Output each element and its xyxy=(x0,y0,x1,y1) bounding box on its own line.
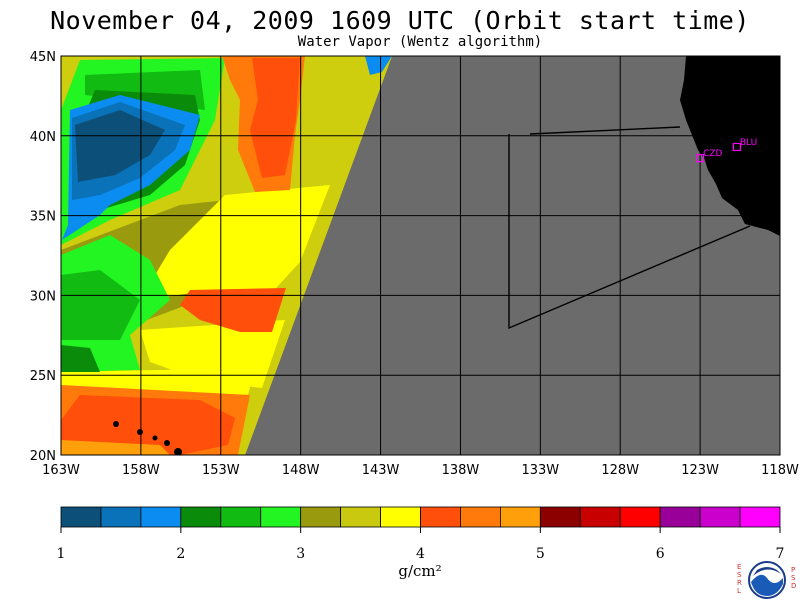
latitude-label: 45N xyxy=(30,50,56,65)
logo-letters-left: E S R L xyxy=(737,563,742,595)
latitude-labels: 45N 40N 35N 30N 25N 20N xyxy=(30,50,56,464)
colorbar-tick-label: 4 xyxy=(416,546,425,562)
colorbar-swatch xyxy=(420,506,461,528)
longitude-label: 138W xyxy=(442,463,480,478)
longitude-label: 128W xyxy=(601,463,639,478)
colorbar-swatch xyxy=(300,506,342,528)
land-mass xyxy=(680,56,780,236)
map-frame xyxy=(60,55,781,456)
station-label: CZD xyxy=(703,149,722,159)
logo-letters-right: P S D xyxy=(791,566,797,590)
longitude-labels: 163W 158W 153W 148W 143W 138W 133W 128W 123W 118W xyxy=(42,463,799,478)
longitude-label: 153W xyxy=(202,463,240,478)
colorbar xyxy=(60,506,781,528)
colorbar-tick-label: 7 xyxy=(776,546,785,562)
colorbar-swatch xyxy=(579,506,621,528)
colorbar-tick-label: 3 xyxy=(296,546,305,562)
region-outline xyxy=(529,126,681,135)
colorbar-swatch xyxy=(539,506,581,528)
colorbar-swatch xyxy=(180,506,222,528)
station-marker xyxy=(732,142,741,152)
station-marker xyxy=(696,154,705,163)
longitude-label: 148W xyxy=(282,463,320,478)
longitude-label: 123W xyxy=(681,463,719,478)
colorbar-swatch xyxy=(340,506,381,528)
longitude-label: 163W xyxy=(42,463,80,478)
longitude-label: 158W xyxy=(122,463,160,478)
colorbar-swatch xyxy=(619,506,661,528)
colorbar-swatch xyxy=(100,506,142,528)
region-outline-2 xyxy=(508,134,751,330)
noaa-esrl-psd-logo: E S R L P S D xyxy=(735,560,799,600)
colorbar-tick-label: 1 xyxy=(57,546,66,562)
colorbar-tick-labels: 1 2 3 4 5 6 7 xyxy=(57,527,785,562)
map-title: November 04, 2009 1609 UTC (Orbit start … xyxy=(50,6,750,35)
colorbar-swatch xyxy=(60,506,102,528)
latitude-label: 40N xyxy=(30,130,56,145)
latitude-label: 35N xyxy=(30,210,56,225)
colorbar-swatch xyxy=(499,506,541,528)
longitude-label: 118W xyxy=(761,463,799,478)
colorbar-swatch xyxy=(140,506,182,528)
map-subtitle: Water Vapor (Wentz algorithm) xyxy=(297,34,543,50)
graticule xyxy=(61,56,780,455)
colorbar-tick-label: 6 xyxy=(656,546,665,562)
latitude-label: 25N xyxy=(30,369,56,384)
colorbar-swatch xyxy=(380,506,421,528)
colorbar-tick-label: 5 xyxy=(536,546,545,562)
colorbar-unit: g/cm² xyxy=(398,562,442,580)
colorbar-swatch xyxy=(659,506,701,528)
noaa-emblem xyxy=(748,561,786,599)
station-label: BLU xyxy=(740,138,757,148)
colorbar-swatch xyxy=(260,506,302,528)
colorbar-swatch xyxy=(739,506,781,528)
colorbar-swatch xyxy=(220,506,262,528)
latitude-label: 30N xyxy=(30,289,56,304)
colorbar-swatch xyxy=(460,506,501,528)
latitude-label: 20N xyxy=(30,449,56,464)
station-markers: CZD BLU xyxy=(696,138,757,163)
colorbar-swatch xyxy=(699,506,741,528)
longitude-label: 143W xyxy=(362,463,400,478)
colorbar-tick-label: 2 xyxy=(176,546,185,562)
longitude-label: 133W xyxy=(521,463,559,478)
